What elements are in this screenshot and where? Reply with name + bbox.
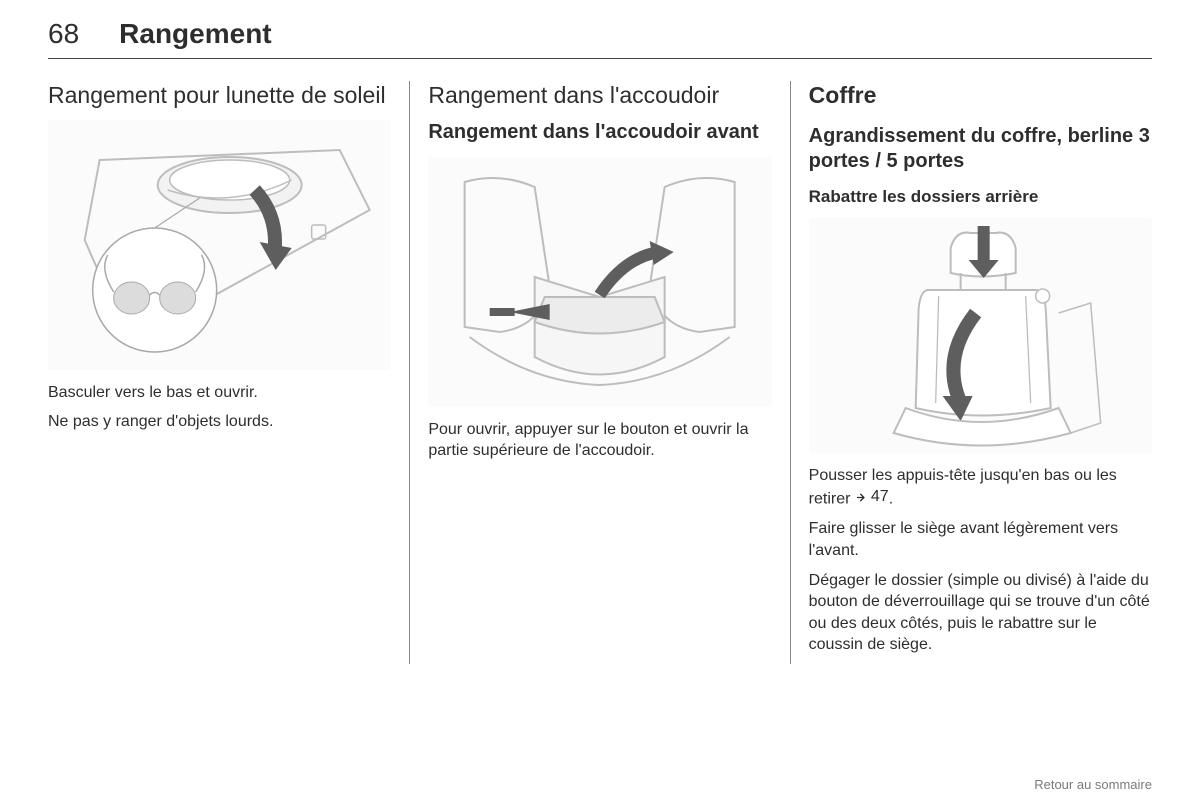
text-fragment: . bbox=[889, 491, 893, 508]
column-2: Rangement dans l'accoudoir Rangement dan… bbox=[409, 81, 789, 664]
page-number: 68 bbox=[48, 18, 79, 50]
seatback-illustration bbox=[809, 218, 1152, 453]
body-text: Pour ouvrir, appuyer sur le bouton et ou… bbox=[428, 419, 771, 462]
ref-number: 47 bbox=[871, 486, 889, 508]
body-text: Basculer vers le bas et ouvrir. bbox=[48, 382, 391, 404]
chapter-title: Rangement bbox=[119, 18, 271, 50]
manual-page: 68 Rangement Rangement pour lunette de s… bbox=[0, 0, 1200, 802]
body-text: Ne pas y ranger d'objets lourds. bbox=[48, 411, 391, 433]
subsection-title: Agrandissement du coffre, berline 3 port… bbox=[809, 124, 1152, 174]
armrest-illustration bbox=[428, 157, 771, 407]
body-text: Dégager le dossier (simple ou divisé) à … bbox=[809, 570, 1152, 656]
section-title-bold: Coffre bbox=[809, 81, 1152, 110]
cross-reference[interactable]: 47 bbox=[855, 486, 889, 508]
page-header: 68 Rangement bbox=[48, 18, 1152, 59]
return-to-toc-link[interactable]: Retour au sommaire bbox=[1034, 777, 1152, 792]
body-text: Faire glisser le siège avant légère­ment… bbox=[809, 518, 1152, 561]
section-title: Rangement dans l'accoudoir bbox=[428, 81, 771, 110]
column-1: Rangement pour lunette de soleil bbox=[48, 81, 409, 664]
column-3: Coffre Agrandissement du coffre, berline… bbox=[790, 81, 1152, 664]
subsubsection-title: Rabattre les dossiers arrière bbox=[809, 186, 1152, 208]
section-title: Rangement pour lunette de soleil bbox=[48, 81, 391, 110]
sunglasses-holder-illustration bbox=[48, 120, 391, 370]
body-text: Pousser les appuis-tête jusqu'en bas ou … bbox=[809, 465, 1152, 510]
subsection-title: Rangement dans l'accoudoir avant bbox=[428, 120, 771, 145]
content-columns: Rangement pour lunette de soleil bbox=[48, 81, 1152, 664]
